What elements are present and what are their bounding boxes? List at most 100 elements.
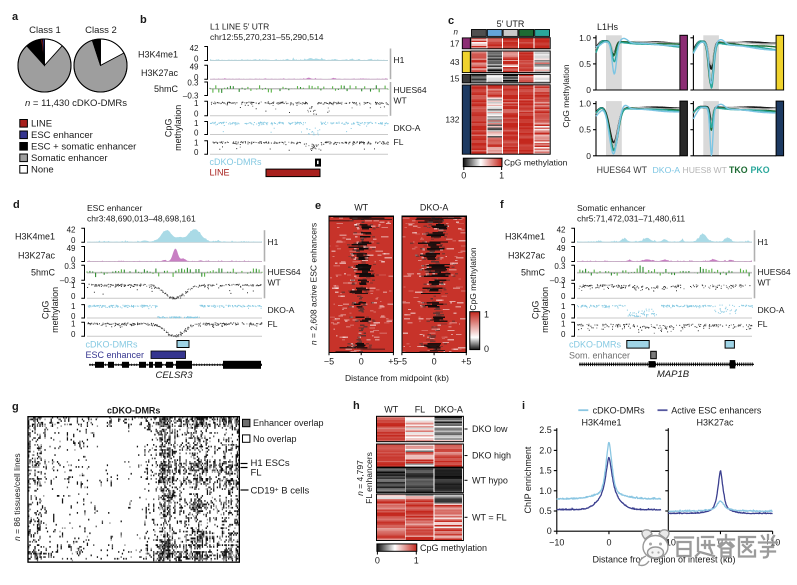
svg-text:L1 LINE 5′ UTR: L1 LINE 5′ UTR (210, 22, 269, 32)
svg-text:CELSR3: CELSR3 (156, 370, 194, 381)
svg-text:Som. enhancer: Som. enhancer (569, 350, 630, 360)
svg-text:0: 0 (461, 171, 466, 181)
svg-text:CpG: CpG (41, 301, 51, 320)
svg-text:Somatic enhancer: Somatic enhancer (31, 153, 108, 164)
svg-text:0: 0 (194, 128, 199, 137)
svg-text:42: 42 (557, 226, 566, 235)
svg-text:1: 1 (499, 171, 504, 181)
svg-text:0: 0 (606, 538, 611, 548)
svg-text:1: 1 (414, 556, 419, 566)
svg-text:0: 0 (71, 292, 76, 301)
svg-text:DKO-A: DKO-A (268, 305, 295, 315)
svg-text:0: 0 (586, 85, 591, 95)
svg-text:1.0: 1.0 (579, 33, 591, 43)
svg-text:CpG methylation: CpG methylation (468, 247, 478, 311)
svg-text:H1: H1 (268, 237, 279, 247)
svg-text:+5: +5 (461, 357, 471, 367)
svg-text:LINE: LINE (31, 119, 52, 130)
svg-text:Enhancer overlap: Enhancer overlap (253, 418, 324, 428)
svg-text:WT: WT (758, 278, 771, 288)
svg-text:DKO-A: DKO-A (394, 123, 421, 133)
svg-text:L1Hs: L1Hs (597, 22, 619, 32)
svg-text:−10: −10 (661, 538, 676, 548)
svg-text:Distance from midpoint (kb): Distance from midpoint (kb) (345, 373, 449, 383)
svg-text:HUES8 WT: HUES8 WT (683, 165, 728, 175)
svg-text:Class 1: Class 1 (29, 25, 61, 36)
svg-text:methylation: methylation (173, 105, 183, 151)
svg-text:0.3: 0.3 (187, 79, 199, 88)
svg-text:H3K4me1: H3K4me1 (505, 231, 545, 241)
svg-text:chr12:55,270,231–55,290,514: chr12:55,270,231–55,290,514 (210, 32, 324, 42)
svg-text:HUES64 WT: HUES64 WT (597, 165, 648, 175)
svg-text:WT: WT (354, 203, 368, 213)
svg-text:H1 ESCs: H1 ESCs (251, 458, 290, 469)
svg-text:132: 132 (445, 115, 459, 125)
svg-text:5hmC: 5hmC (31, 268, 56, 278)
svg-text:0: 0 (586, 151, 591, 161)
svg-text:1: 1 (484, 310, 489, 320)
svg-text:1: 1 (194, 119, 199, 128)
svg-text:CpG methylation: CpG methylation (561, 64, 571, 128)
svg-text:Somatic enhancer: Somatic enhancer (577, 203, 646, 213)
svg-text:−10: −10 (549, 538, 564, 548)
svg-text:DKO-A: DKO-A (434, 405, 463, 415)
svg-text:cDKO-DMRs: cDKO-DMRs (593, 406, 645, 416)
svg-text:0: 0 (561, 330, 566, 339)
svg-text:0: 0 (71, 236, 76, 245)
svg-text:1: 1 (561, 281, 566, 290)
svg-text:49: 49 (190, 63, 199, 72)
svg-text:ESC + somatic enhancer: ESC + somatic enhancer (31, 142, 136, 153)
svg-text:0.5: 0.5 (539, 506, 552, 516)
svg-text:a: a (12, 11, 19, 23)
svg-text:CpG: CpG (164, 119, 174, 138)
svg-text:n: n (454, 28, 459, 37)
svg-text:H3K27ac: H3K27ac (696, 418, 734, 428)
svg-text:0: 0 (547, 526, 552, 536)
svg-text:0.5: 0.5 (579, 59, 591, 69)
svg-text:2.5: 2.5 (539, 425, 552, 435)
svg-text:i: i (522, 400, 525, 412)
svg-text:H3K4me1: H3K4me1 (138, 50, 178, 60)
svg-text:CpG methylation: CpG methylation (504, 158, 568, 168)
svg-text:42: 42 (190, 44, 199, 53)
svg-text:e: e (315, 200, 321, 212)
svg-text:Distance from region of intere: Distance from region of interest (kb) (592, 555, 735, 565)
svg-text:b: b (140, 14, 147, 26)
svg-text:1.0: 1.0 (579, 99, 591, 109)
svg-text:ChIP enrichment: ChIP enrichment (523, 446, 533, 513)
svg-text:WT: WT (394, 96, 407, 106)
svg-text:H1: H1 (758, 237, 769, 247)
svg-text:cDKO-DMRs: cDKO-DMRs (569, 339, 621, 349)
svg-text:n = 2,608 active ESC enhancers: n = 2,608 active ESC enhancers (309, 223, 319, 345)
svg-text:n = 4,797: n = 4,797 (355, 460, 365, 496)
svg-text:h: h (353, 400, 360, 412)
svg-text:d: d (13, 199, 20, 211)
svg-text:FL: FL (415, 405, 426, 415)
svg-text:FL enhancers: FL enhancers (364, 452, 374, 504)
svg-text:WT = FL: WT = FL (472, 512, 507, 522)
svg-text:0: 0 (561, 312, 566, 321)
svg-text:HUES64: HUES64 (394, 85, 427, 95)
svg-text:n = 86 tissues/cell lines: n = 86 tissues/cell lines (12, 453, 22, 541)
svg-text:None: None (31, 165, 54, 176)
svg-text:methylation: methylation (540, 287, 550, 333)
svg-text:1: 1 (71, 320, 76, 329)
svg-text:TKO: TKO (729, 165, 748, 175)
svg-text:DKO high: DKO high (472, 451, 511, 461)
svg-text:HUES64: HUES64 (268, 267, 301, 277)
svg-text:5hmC: 5hmC (154, 84, 179, 94)
svg-text:2.0: 2.0 (539, 445, 552, 455)
svg-text:49: 49 (557, 244, 566, 253)
svg-text:PKO: PKO (751, 165, 770, 175)
svg-text:FL: FL (268, 319, 278, 329)
svg-text:0: 0 (194, 73, 199, 82)
svg-text:DKO-A: DKO-A (420, 203, 449, 213)
svg-text:WT: WT (384, 405, 398, 415)
svg-text:g: g (12, 401, 19, 413)
svg-text:LINE: LINE (210, 168, 230, 178)
svg-text:Class 2: Class 2 (85, 25, 117, 36)
svg-text:cDKO-DMRs: cDKO-DMRs (107, 406, 161, 416)
svg-text:0: 0 (359, 357, 364, 367)
svg-text:FL: FL (758, 319, 768, 329)
svg-text:0: 0 (71, 330, 76, 339)
